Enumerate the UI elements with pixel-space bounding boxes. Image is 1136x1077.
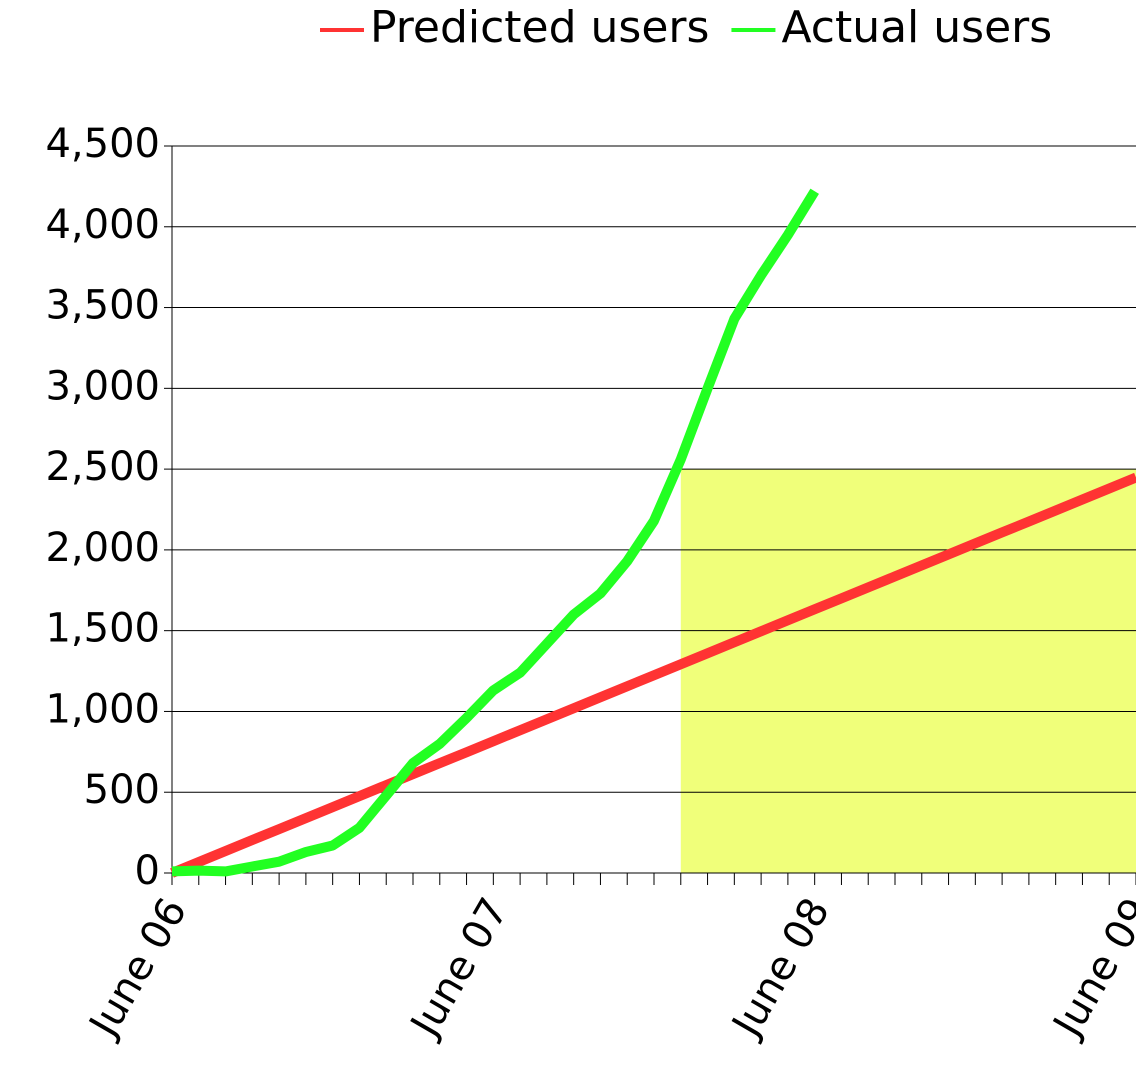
x-tick-label: June 06 [79, 891, 196, 1047]
x-tick-label: June 08 [722, 891, 839, 1047]
legend-label: Predicted users [370, 2, 709, 53]
x-tick-label: June 07 [401, 891, 518, 1047]
y-tick-label: 3,500 [45, 283, 160, 329]
y-tick-label: 2,500 [45, 444, 160, 490]
y-tick-label: 4,000 [45, 202, 160, 248]
y-tick-label: 0 [135, 848, 160, 894]
y-tick-label: 4,500 [45, 121, 160, 167]
y-tick-label: 1,500 [45, 606, 160, 652]
series-line [170, 472, 1136, 878]
legend-label: Actual users [781, 2, 1052, 53]
shaded-region [680, 469, 1136, 873]
series-line [171, 188, 819, 877]
x-tick-label: June 09 [1043, 891, 1136, 1047]
y-tick-label: 2,000 [45, 525, 160, 571]
y-tick-label: 3,000 [45, 363, 160, 409]
y-tick-label: 500 [84, 767, 160, 813]
y-tick-label: 1,000 [45, 686, 160, 732]
